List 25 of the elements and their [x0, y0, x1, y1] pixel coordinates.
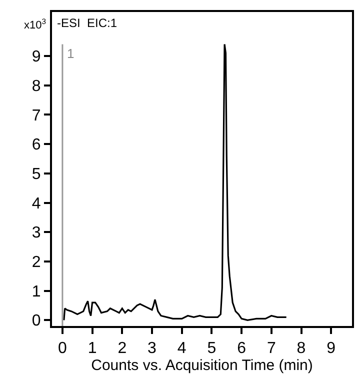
x-tick-label: 7 [266, 340, 276, 358]
y-tick-label: 9 [32, 48, 41, 66]
y-tick-label: 4 [32, 195, 41, 212]
chart-title: -ESI EIC:1 [57, 16, 118, 30]
y-tick-label: 7 [32, 107, 41, 124]
x-axis-title: Counts vs. Acquisition Time (min) [91, 357, 313, 374]
x-tick-label: 6 [237, 340, 246, 358]
y-axis-title: x10$^{3}$ [24, 17, 46, 32]
y-tick-label: 1 [32, 283, 41, 300]
y-tick-label: 2 [32, 254, 41, 272]
annotation: 1 [67, 46, 74, 61]
x-tick-label: 0 [58, 340, 67, 358]
x-tick-label: 8 [296, 340, 306, 358]
y-tick-label: 8 [32, 78, 41, 95]
line-series [63, 43, 288, 321]
x-tick-label: 4 [177, 340, 186, 358]
x-tick-label: 5 [207, 340, 216, 358]
y-tick-label: 5 [32, 166, 41, 183]
x-tick-label: 1 [88, 340, 97, 358]
y-tick-label: 6 [32, 136, 41, 154]
y-tick-label: 0 [32, 312, 41, 330]
y-tick-label: 3 [32, 224, 41, 242]
x-tick-label: 3 [148, 340, 157, 358]
x-tick-label: 9 [326, 340, 336, 358]
x-tick-label: 2 [118, 340, 127, 358]
